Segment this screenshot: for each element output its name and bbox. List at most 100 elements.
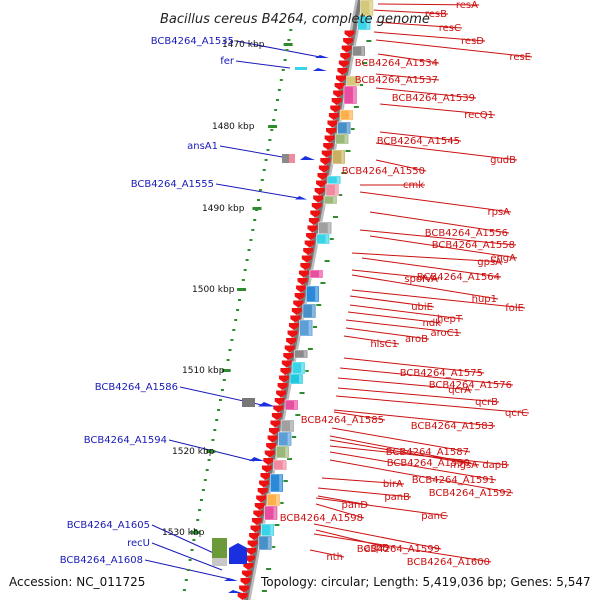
label-connector	[337, 387, 500, 403]
forward-feature-arrow	[313, 68, 327, 71]
reverse-gene-label[interactable]: aspB	[364, 543, 389, 554]
ruler-dot	[213, 429, 217, 431]
ruler-dot	[230, 339, 234, 341]
forward-gene-label[interactable]: ansA1	[187, 141, 218, 152]
reverse-gene-label[interactable]: BCB4264_A1591	[412, 475, 495, 486]
reverse-gene-label[interactable]: BCB4264_A1576	[429, 380, 512, 391]
reverse-gene-label[interactable]: resD	[461, 36, 484, 47]
reverse-gene-label[interactable]: BCB4264_A1537	[355, 75, 438, 86]
reverse-gene-label[interactable]: aroB	[405, 334, 428, 345]
reverse-gene-label[interactable]: BCB4264_A1534	[355, 58, 438, 69]
reverse-gene-label[interactable]: engA	[490, 253, 516, 264]
reverse-gene-label[interactable]: qcrB	[475, 397, 498, 408]
reverse-gene-label[interactable]: spoIVA	[404, 274, 438, 285]
kbp-tick-label: 1500 kbp	[192, 285, 235, 295]
reverse-gene-label[interactable]: dapB	[482, 460, 508, 471]
reverse-gene-label[interactable]: resA	[456, 0, 478, 11]
reverse-gene-label[interactable]: BCB4264_A1592	[429, 488, 512, 499]
reverse-gene-label[interactable]: ndk	[423, 318, 442, 329]
reverse-gene-label[interactable]: BCB4264_A1587	[386, 447, 469, 458]
strand-marker	[328, 238, 334, 240]
gene-content-box	[352, 45, 366, 57]
reverse-gene-label[interactable]: BCB4264_A1539	[392, 93, 475, 104]
reverse-feature-arrow	[253, 510, 264, 518]
reverse-gene-label[interactable]: BCB4264_A1556	[425, 228, 508, 239]
ruler-dot	[186, 569, 190, 571]
reverse-gene-label[interactable]: panD	[341, 500, 368, 511]
reverse-feature-arrow	[300, 263, 311, 270]
reverse-gene-label[interactable]: BCB4264_A1600	[407, 557, 490, 568]
reverse-feature-arrow	[269, 428, 280, 435]
forward-gene-label[interactable]: BCB4264_A1594	[84, 435, 167, 446]
ruler-dot	[203, 479, 207, 481]
label-connector	[369, 235, 518, 259]
label-connector	[337, 377, 473, 391]
reverse-feature-arrow	[260, 473, 271, 480]
reverse-gene-label[interactable]: cmk	[403, 180, 424, 191]
reverse-gene-label[interactable]: birA	[383, 479, 403, 490]
reverse-gene-label[interactable]: ubiE	[411, 302, 433, 313]
ruler-dot	[200, 499, 203, 501]
ruler-dot	[198, 509, 202, 511]
reverse-gene-label[interactable]: qcrA	[448, 385, 471, 396]
reverse-gene-label[interactable]: gpsA	[477, 257, 502, 268]
forward-gene-label[interactable]: fer	[220, 56, 235, 67]
reverse-gene-label[interactable]: rpsA	[487, 207, 510, 218]
label-connector	[151, 524, 219, 556]
reverse-feature-arrow	[237, 593, 248, 600]
forward-gene-label[interactable]: BCB4264_A1586	[95, 382, 178, 393]
forward-feature-arrow	[315, 55, 329, 58]
reverse-gene-label[interactable]: mgsA	[450, 460, 478, 471]
ruler-dot	[270, 129, 274, 131]
reverse-gene-label[interactable]: nth	[326, 552, 343, 563]
label-connector	[371, 9, 449, 15]
reverse-feature-arrow	[304, 240, 315, 248]
ruler-dot	[217, 409, 221, 411]
strand-marker	[332, 216, 338, 218]
reverse-gene-label[interactable]: gudB	[490, 155, 516, 166]
reverse-gene-label[interactable]: qcrC	[505, 408, 528, 419]
reverse-gene-label[interactable]: folE	[505, 303, 524, 314]
reverse-feature-arrow	[311, 203, 322, 210]
reverse-gene-label[interactable]: resB	[425, 9, 447, 20]
reverse-gene-label[interactable]: BCB4264_A1599	[357, 544, 440, 555]
forward-gene-label[interactable]: BCB4264_A1555	[131, 179, 214, 190]
gene-content-box	[335, 133, 349, 145]
forward-feature-arrow	[258, 402, 275, 407]
reverse-gene-label[interactable]: hisC1	[370, 339, 398, 350]
gene-box-highlight	[282, 461, 286, 469]
gene-content-box	[264, 505, 278, 521]
reverse-gene-label[interactable]: BCB4264_A1545	[377, 136, 460, 147]
reverse-gene-label[interactable]: resE	[509, 52, 531, 63]
reverse-gene-label[interactable]: BCB4264_A1585	[301, 415, 384, 426]
gene-content-boxes	[258, 0, 374, 551]
reverse-gene-label[interactable]: hup1	[472, 294, 497, 305]
reverse-gene-label[interactable]: BCB4264_A1564	[417, 272, 500, 283]
reverse-gene-label[interactable]: BCB4264_A1583	[411, 421, 494, 432]
ruler-dot	[277, 89, 281, 91]
ruler-dot	[190, 549, 194, 551]
forward-gene-label[interactable]: recU	[127, 538, 150, 549]
ruler-major-tick	[268, 125, 278, 128]
reverse-gene-label[interactable]: BCB4264_A1598	[280, 513, 363, 524]
reverse-gene-label[interactable]: panC	[421, 511, 447, 522]
reverse-feature-arrow	[286, 338, 297, 345]
forward-gene-label[interactable]: BCB4264_A1608	[60, 555, 143, 566]
reverse-gene-label[interactable]: BCB4264_A1590	[387, 458, 470, 469]
reverse-feature-arrow	[318, 165, 329, 173]
ruler-dot	[274, 109, 278, 111]
reverse-gene-label[interactable]: recQ1	[464, 110, 494, 121]
ruler-dot	[205, 469, 209, 471]
reverse-gene-label[interactable]: resC	[439, 23, 461, 34]
gene-box-highlight	[267, 537, 271, 549]
reverse-gene-label[interactable]: panB	[384, 492, 410, 503]
reverse-gene-label[interactable]: hepT	[437, 314, 463, 325]
forward-gene-label[interactable]: BCB4264_A1535	[151, 36, 234, 47]
reverse-feature-arrow	[257, 488, 268, 495]
forward-gene-label[interactable]: BCB4264_A1605	[67, 520, 150, 531]
reverse-gene-label[interactable]: BCB4264_A1550	[342, 166, 425, 177]
reverse-gene-label[interactable]: BCB4264_A1575	[400, 368, 483, 379]
reverse-gene-label[interactable]: BCB4264_A1558	[432, 240, 515, 251]
reverse-gene-label[interactable]: aroC1	[431, 328, 460, 339]
